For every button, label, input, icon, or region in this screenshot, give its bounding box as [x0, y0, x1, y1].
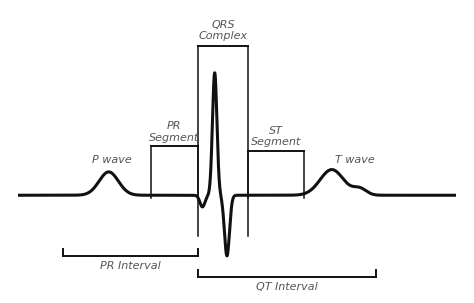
Text: PR
Segment: PR Segment: [149, 121, 200, 143]
Text: PR Interval: PR Interval: [100, 261, 161, 271]
Text: ST
Segment: ST Segment: [251, 126, 301, 148]
Text: P wave: P wave: [91, 155, 131, 165]
Text: QT Interval: QT Interval: [256, 281, 318, 291]
Text: T wave: T wave: [335, 155, 375, 165]
Text: QRS
Complex: QRS Complex: [199, 20, 247, 41]
